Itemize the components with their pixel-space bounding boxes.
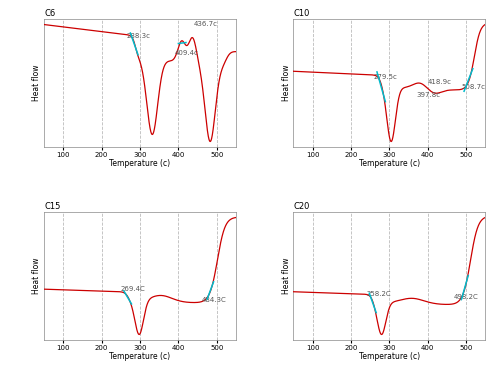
Y-axis label: Heat flow: Heat flow — [32, 258, 41, 294]
Text: C20: C20 — [294, 202, 310, 211]
Text: 269.4C: 269.4C — [120, 285, 145, 292]
Text: 397.8c: 397.8c — [416, 92, 440, 98]
Text: C6: C6 — [44, 9, 55, 18]
Y-axis label: Heat flow: Heat flow — [282, 258, 291, 294]
Y-axis label: Heat flow: Heat flow — [32, 65, 41, 101]
Text: 498.2C: 498.2C — [454, 294, 478, 300]
Text: 418.9c: 418.9c — [428, 79, 452, 85]
Text: 279.5c: 279.5c — [374, 74, 398, 80]
Text: 288.3c: 288.3c — [126, 33, 150, 39]
X-axis label: Temperature (c): Temperature (c) — [359, 159, 420, 168]
Text: 508.7c: 508.7c — [461, 84, 485, 90]
X-axis label: Temperature (c): Temperature (c) — [359, 352, 420, 361]
Text: C15: C15 — [44, 202, 60, 211]
Text: 258.2C: 258.2C — [366, 291, 391, 297]
Y-axis label: Heat flow: Heat flow — [282, 65, 291, 101]
Text: 409.4c: 409.4c — [174, 50, 198, 56]
Text: 436.7c: 436.7c — [194, 21, 218, 27]
X-axis label: Temperature (c): Temperature (c) — [109, 352, 171, 361]
Text: C10: C10 — [294, 9, 310, 18]
Text: 484.3C: 484.3C — [201, 297, 226, 303]
X-axis label: Temperature (c): Temperature (c) — [109, 159, 171, 168]
